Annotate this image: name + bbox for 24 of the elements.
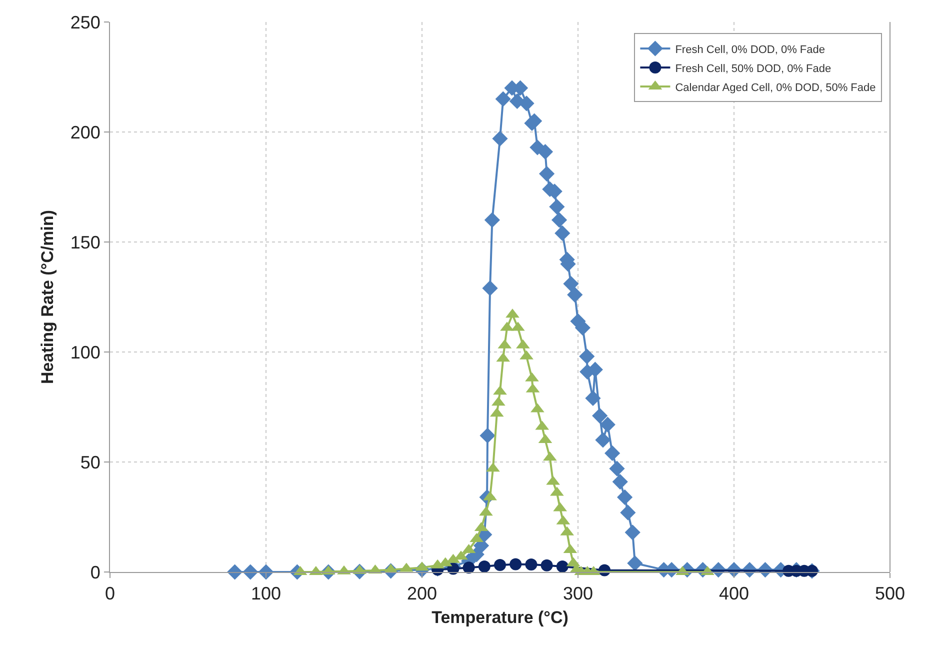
point [510, 558, 522, 570]
point [540, 559, 553, 572]
y-tick-label: 200 [70, 122, 100, 142]
point [462, 562, 475, 574]
point [556, 560, 568, 572]
legend-label: Calendar Aged Cell, 0% DOD, 50% Fade [675, 82, 876, 94]
x-tick-label: 100 [250, 584, 282, 604]
x-axis-title: Temperature (°C) [432, 608, 568, 627]
y-axis-title: Heating Rate (°C/min) [38, 210, 57, 384]
y-tick-label: 150 [70, 232, 100, 252]
x-tick-label: 500 [874, 584, 906, 604]
y-tick-label: 50 [80, 452, 100, 472]
legend-label: Fresh Cell, 0% DOD, 0% Fade [675, 44, 825, 56]
x-tick-label: 300 [562, 584, 594, 604]
legend-label: Fresh Cell, 50% DOD, 0% Fade [675, 62, 832, 75]
y-tick-label: 0 [90, 562, 100, 582]
x-tick-label: 200 [406, 584, 438, 604]
point [494, 558, 506, 571]
y-tick-label: 100 [70, 342, 100, 362]
x-tick-label: 400 [718, 584, 750, 604]
point [525, 558, 538, 571]
point [478, 560, 490, 572]
x-tick-label: 0 [104, 584, 116, 604]
y-tick-label: 250 [70, 12, 100, 32]
